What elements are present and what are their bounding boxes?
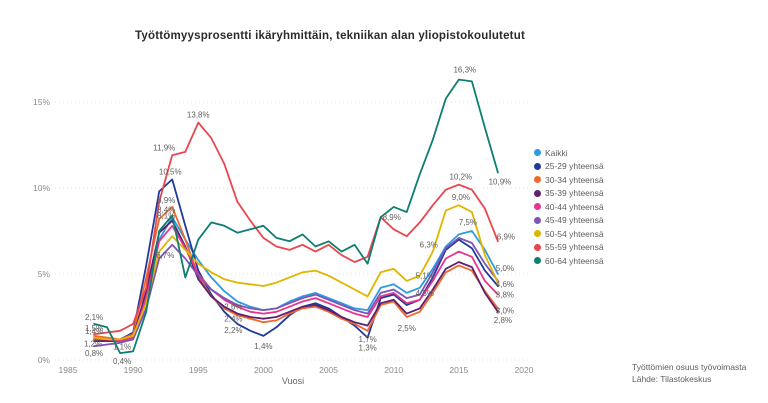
data-label: 1,2%	[84, 339, 102, 348]
footer-line-2: Lähde: Tilastokeskus	[632, 373, 712, 384]
legend-label: 25-29 yhteensä	[545, 161, 604, 172]
data-label: 1,7%	[359, 335, 377, 344]
data-label: 8,9%	[157, 196, 175, 205]
legend: Kaikki 25-29 yhteensä 30-34 yhteensä 35-39 …	[534, 146, 604, 268]
legend-item-60-64-yhteensä[interactable]: 60-64 yhteensä	[534, 254, 604, 268]
data-label: 0,8%	[85, 349, 103, 358]
x-axis-tick: 2005	[319, 365, 338, 375]
legend-dot-icon	[534, 216, 541, 224]
legend-dot-icon	[534, 176, 541, 184]
y-axis-tick: 0%	[38, 355, 51, 365]
data-label: 1,4%	[254, 342, 272, 351]
data-label: 2,2%	[224, 326, 242, 335]
data-label: 10,2%	[449, 173, 472, 182]
data-label: 2,5%	[398, 324, 416, 333]
legend-dot-icon	[534, 149, 541, 157]
data-label: 2,4%	[224, 315, 242, 324]
y-axis-tick: 5%	[38, 269, 51, 279]
x-axis-tick: 1995	[189, 365, 208, 375]
legend-label: 60-64 yhteensä	[545, 255, 604, 266]
footer-line-1: Työttömien osuus työvoimasta	[632, 362, 747, 372]
x-axis-tick: 2015	[449, 365, 468, 375]
legend-label: 55-59 yhteensä	[545, 242, 604, 253]
line-50-54-yhteensä[interactable]	[93, 204, 499, 341]
data-label: 1,5%	[85, 324, 103, 333]
legend-label: 30-34 yhteensä	[545, 174, 604, 185]
legend-label: 35-39 yhteensä	[545, 188, 604, 199]
line-60-64-yhteensä[interactable]	[93, 78, 499, 355]
line-40-44-yhteensä[interactable]	[93, 224, 499, 343]
data-label: 9,0%	[452, 193, 470, 202]
data-label: 6,3%	[420, 241, 438, 250]
data-label: 2,1%	[85, 313, 103, 322]
legend-dot-icon	[534, 203, 541, 211]
x-axis-tick: 2000	[254, 365, 273, 375]
line-55-59-yhteensä[interactable]	[93, 121, 499, 336]
legend-item-30-34-yhteensä[interactable]: 30-34 yhteensä	[534, 173, 604, 187]
legend-dot-icon	[534, 162, 541, 170]
data-label: 8,9%	[383, 213, 401, 222]
data-label: 10,9%	[489, 178, 512, 187]
legend-label: Kaikki	[545, 147, 568, 158]
legend-item-35-39-yhteensä[interactable]: 35-39 yhteensä	[534, 187, 604, 201]
data-label: 2,8%	[494, 316, 512, 325]
data-label: 6,9%	[497, 232, 515, 241]
data-label: 1,4%	[85, 327, 103, 336]
x-axis-tick: 1985	[59, 365, 78, 375]
x-axis-title: Vuosi	[281, 376, 305, 386]
y-axis-tick: 10%	[33, 183, 50, 193]
data-label: 4,6%	[496, 280, 514, 289]
data-label: 3,8%	[496, 291, 514, 300]
x-axis-tick: 1990	[124, 365, 143, 375]
x-axis-tick: 2010	[384, 365, 403, 375]
line-30-34-yhteensä[interactable]	[93, 205, 499, 341]
line-45-49-yhteensä[interactable]	[93, 236, 499, 348]
data-label: 1,3%	[359, 344, 377, 353]
data-label: 2,6%	[224, 303, 242, 312]
data-label: 1,1%	[113, 342, 131, 351]
legend-item-25-29-yhteensä[interactable]: 25-29 yhteensä	[534, 160, 604, 174]
footer-note: Työttömien osuus työvoimasta Lähde: Tila…	[632, 362, 746, 385]
data-label: 10,5%	[159, 167, 182, 176]
legend-item-45-49-yhteensä[interactable]: 45-49 yhteensä	[534, 214, 604, 228]
data-label: 0,4%	[113, 357, 131, 366]
data-label: 5,0%	[496, 264, 514, 273]
data-label: 11,9%	[153, 143, 175, 152]
data-label: 13,8%	[187, 111, 210, 120]
line-35-39-yhteensä[interactable]	[93, 219, 499, 343]
legend-item-40-44-yhteensä[interactable]: 40-44 yhteensä	[534, 200, 604, 214]
data-label: 4,3%	[416, 289, 434, 298]
data-label: 6,7%	[156, 251, 174, 260]
data-label: 8,4%	[157, 206, 175, 215]
legend-item-kaikki[interactable]: Kaikki	[534, 146, 604, 160]
y-axis-tick: 15%	[33, 97, 50, 107]
legend-label: 50-54 yhteensä	[545, 228, 604, 239]
data-label: 3,0%	[496, 306, 514, 315]
legend-dot-icon	[534, 257, 541, 265]
chart-title: Työttömyysprosentti ikäryhmittäin, tekni…	[135, 30, 525, 42]
legend-dot-icon	[534, 189, 541, 197]
data-label: 16,3%	[453, 66, 476, 75]
data-label: 7,5%	[459, 218, 477, 227]
x-axis-tick: 2020	[515, 365, 534, 375]
legend-item-55-59-yhteensä[interactable]: 55-59 yhteensä	[534, 241, 604, 255]
legend-dot-icon	[534, 230, 541, 238]
legend-label: 45-49 yhteensä	[545, 215, 604, 226]
line-kaikki[interactable]	[93, 216, 499, 343]
legend-dot-icon	[534, 243, 541, 251]
legend-label: 40-44 yhteensä	[545, 201, 604, 212]
data-label: 8,1%	[157, 212, 175, 221]
legend-item-50-54-yhteensä[interactable]: 50-54 yhteensä	[534, 227, 604, 241]
data-label: 5,1%	[416, 271, 434, 280]
